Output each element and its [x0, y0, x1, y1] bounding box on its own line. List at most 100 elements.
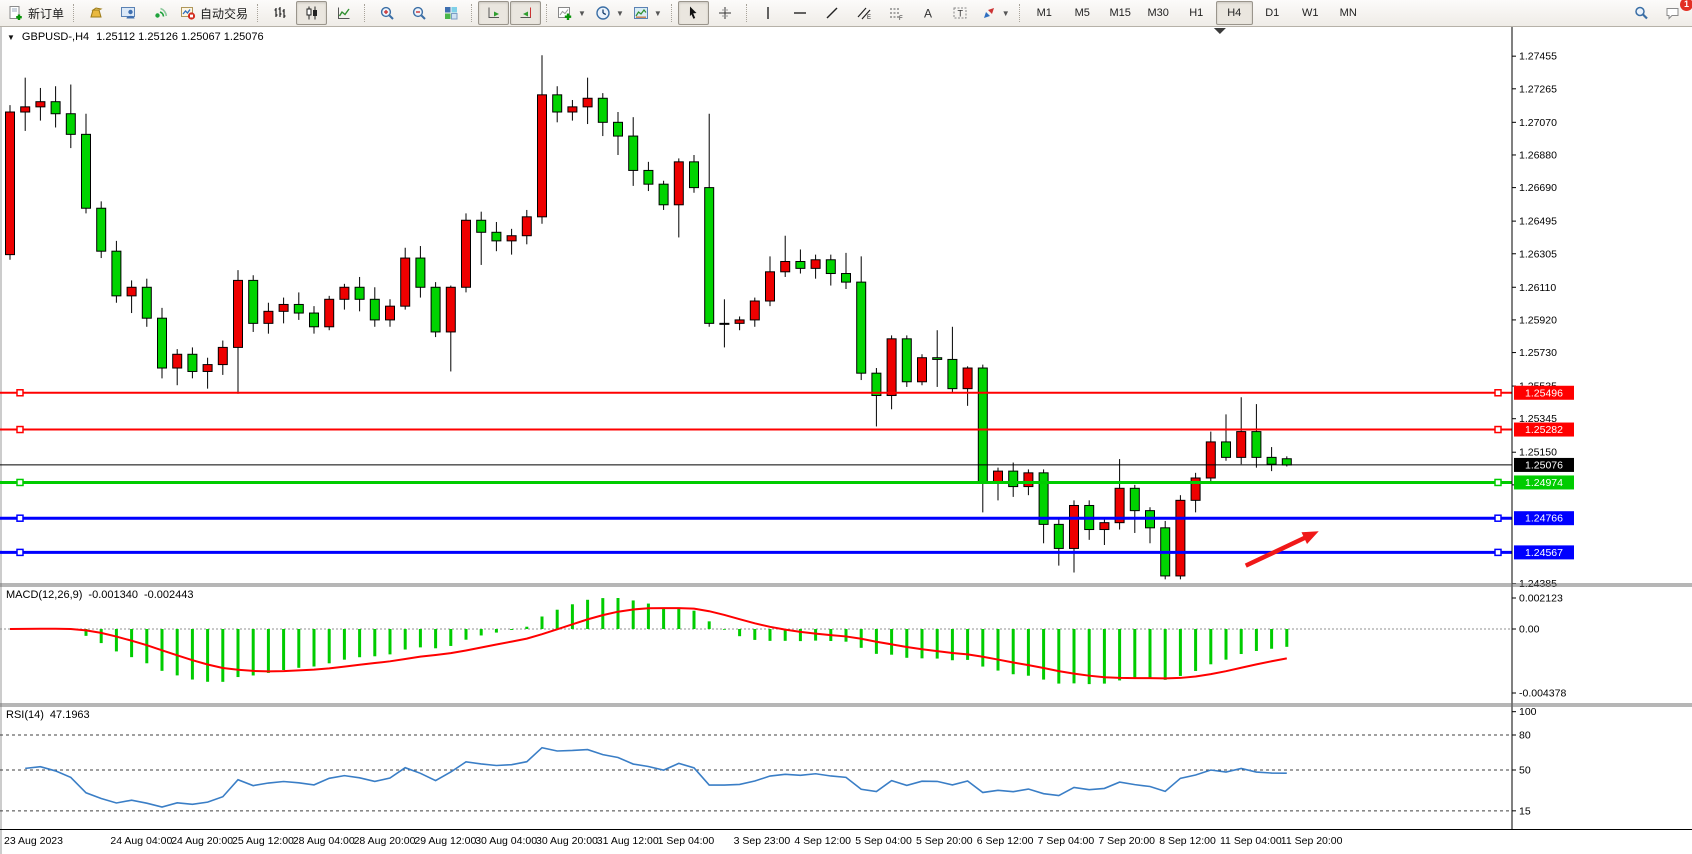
- candle: [202, 364, 213, 372]
- candle: [233, 279, 243, 348]
- candle: [187, 353, 198, 372]
- line-anchor-handle[interactable]: [16, 389, 24, 397]
- zoom-in-button[interactable]: [371, 1, 402, 25]
- timeframe-w1-button[interactable]: W1: [1292, 1, 1329, 25]
- dropdown-caret-icon: ▼: [615, 8, 624, 18]
- line-anchor-handle[interactable]: [16, 514, 24, 522]
- arrow-object[interactable]: [1244, 533, 1310, 568]
- zoom-out-button[interactable]: [403, 1, 434, 25]
- candle: [491, 231, 502, 242]
- candle: [643, 169, 654, 185]
- candlestick-chart-button[interactable]: [296, 1, 328, 25]
- market-button[interactable]: [80, 1, 111, 25]
- candle: [1236, 431, 1247, 458]
- candle: [537, 94, 547, 218]
- search-icon: [1633, 5, 1649, 21]
- vertical-line-button[interactable]: [753, 1, 784, 25]
- notifications-button[interactable]: 1: [1657, 0, 1692, 25]
- candle: [1129, 487, 1140, 512]
- fibonacci-button[interactable]: F: [881, 1, 912, 25]
- text-icon: A: [920, 5, 936, 21]
- horizontal-line-button[interactable]: [785, 1, 816, 25]
- templates-button[interactable]: ▼: [629, 1, 666, 25]
- templates-icon: [633, 5, 649, 21]
- candle: [415, 257, 426, 288]
- line-anchor-handle[interactable]: [16, 548, 24, 557]
- zoom-in-icon: [379, 5, 395, 21]
- candle: [658, 183, 669, 206]
- signals-button[interactable]: [144, 1, 175, 25]
- candle: [932, 357, 943, 360]
- line-anchor-handle[interactable]: [1494, 548, 1502, 557]
- timeframe-m15-button[interactable]: M15: [1102, 1, 1139, 25]
- timeframe-mn-button[interactable]: MN: [1330, 1, 1367, 25]
- indicators-button[interactable]: ▼: [553, 1, 590, 25]
- rsi-axis-label: 15: [1519, 805, 1531, 817]
- trendline-button[interactable]: [817, 1, 848, 25]
- price-tick-label: 1.25150: [1519, 447, 1557, 459]
- line-chart-button[interactable]: [328, 1, 359, 25]
- community-button[interactable]: [112, 1, 143, 25]
- time-tick-label: 11 Sep 04:00: [1220, 835, 1282, 847]
- chart-shift-marker[interactable]: [1213, 28, 1226, 34]
- toolbar-separator: [745, 4, 748, 22]
- timeframe-m30-button[interactable]: M30: [1140, 1, 1177, 25]
- svg-text:F: F: [899, 16, 903, 21]
- candle: [1266, 456, 1277, 465]
- text-label-button[interactable]: T: [945, 1, 976, 25]
- time-tick-label: 11 Sep 20:00: [1281, 835, 1343, 847]
- price-label-text: 1.25076: [1525, 459, 1563, 471]
- tile-windows-button[interactable]: [435, 1, 466, 25]
- candle: [886, 338, 897, 397]
- candle: [1190, 477, 1201, 501]
- new-order-button[interactable]: 新订单: [4, 1, 68, 25]
- bar-chart-button[interactable]: [264, 1, 295, 25]
- arrows-button[interactable]: ▼: [977, 1, 1014, 25]
- toolbar-separator: [257, 4, 259, 22]
- svg-text:E: E: [867, 15, 871, 21]
- time-tick-label: 5 Sep 04:00: [855, 835, 912, 847]
- toolbar-separator: [546, 4, 548, 22]
- time-tick-label: 6 Sep 12:00: [977, 835, 1034, 847]
- equidistant-channel-button[interactable]: E: [849, 1, 880, 25]
- line-anchor-handle[interactable]: [1494, 389, 1502, 397]
- timeframe-m1-button[interactable]: M1: [1026, 1, 1063, 25]
- timeframe-label: M5: [1074, 7, 1090, 19]
- periods-button[interactable]: ▼: [591, 1, 628, 25]
- rsi-value: 47.1963: [49, 709, 90, 721]
- one-click-trading-toggle-icon[interactable]: ▼: [7, 32, 15, 42]
- crosshair-button[interactable]: [710, 1, 741, 25]
- line-anchor-handle[interactable]: [1494, 425, 1502, 434]
- autotrading-button[interactable]: 自动交易: [176, 1, 252, 25]
- line-anchor-handle[interactable]: [1494, 478, 1502, 487]
- timeframe-h4-button[interactable]: H4: [1215, 1, 1253, 25]
- price-tick-label: 1.26690: [1519, 182, 1557, 194]
- cursor-button[interactable]: [677, 1, 709, 25]
- candle: [157, 317, 167, 369]
- auto-scroll-button[interactable]: [478, 1, 510, 25]
- line-anchor-handle[interactable]: [16, 425, 24, 434]
- line-anchor-handle[interactable]: [16, 478, 24, 487]
- price-tick-label: 1.27070: [1519, 117, 1557, 129]
- arrow-head[interactable]: [1301, 531, 1319, 544]
- timeframe-label: M15: [1109, 7, 1131, 19]
- timeframe-h1-button[interactable]: H1: [1178, 1, 1215, 25]
- timeframe-m5-button[interactable]: M5: [1064, 1, 1101, 25]
- time-tick-label: 25 Aug 12:00: [232, 835, 294, 847]
- autotrading-icon: [180, 5, 196, 21]
- candle: [248, 279, 259, 324]
- svg-text:A: A: [924, 7, 932, 21]
- macd-indicator-label: MACD(12,26,9) -0.001340 -0.002443: [6, 589, 194, 601]
- line-anchor-handle[interactable]: [1494, 514, 1502, 522]
- chart-shift-button[interactable]: [510, 1, 542, 25]
- timeframe-d1-button[interactable]: D1: [1254, 1, 1291, 25]
- toolbar-separator: [364, 4, 366, 22]
- candle: [278, 303, 289, 312]
- text-button[interactable]: A: [913, 1, 944, 25]
- candle: [689, 161, 699, 189]
- main-toolbar: 新订单 自动交易: [0, 0, 1692, 27]
- price-tick-label: 1.27455: [1519, 51, 1557, 63]
- horizontal-line-icon: [792, 5, 808, 21]
- search-button[interactable]: [1625, 1, 1656, 25]
